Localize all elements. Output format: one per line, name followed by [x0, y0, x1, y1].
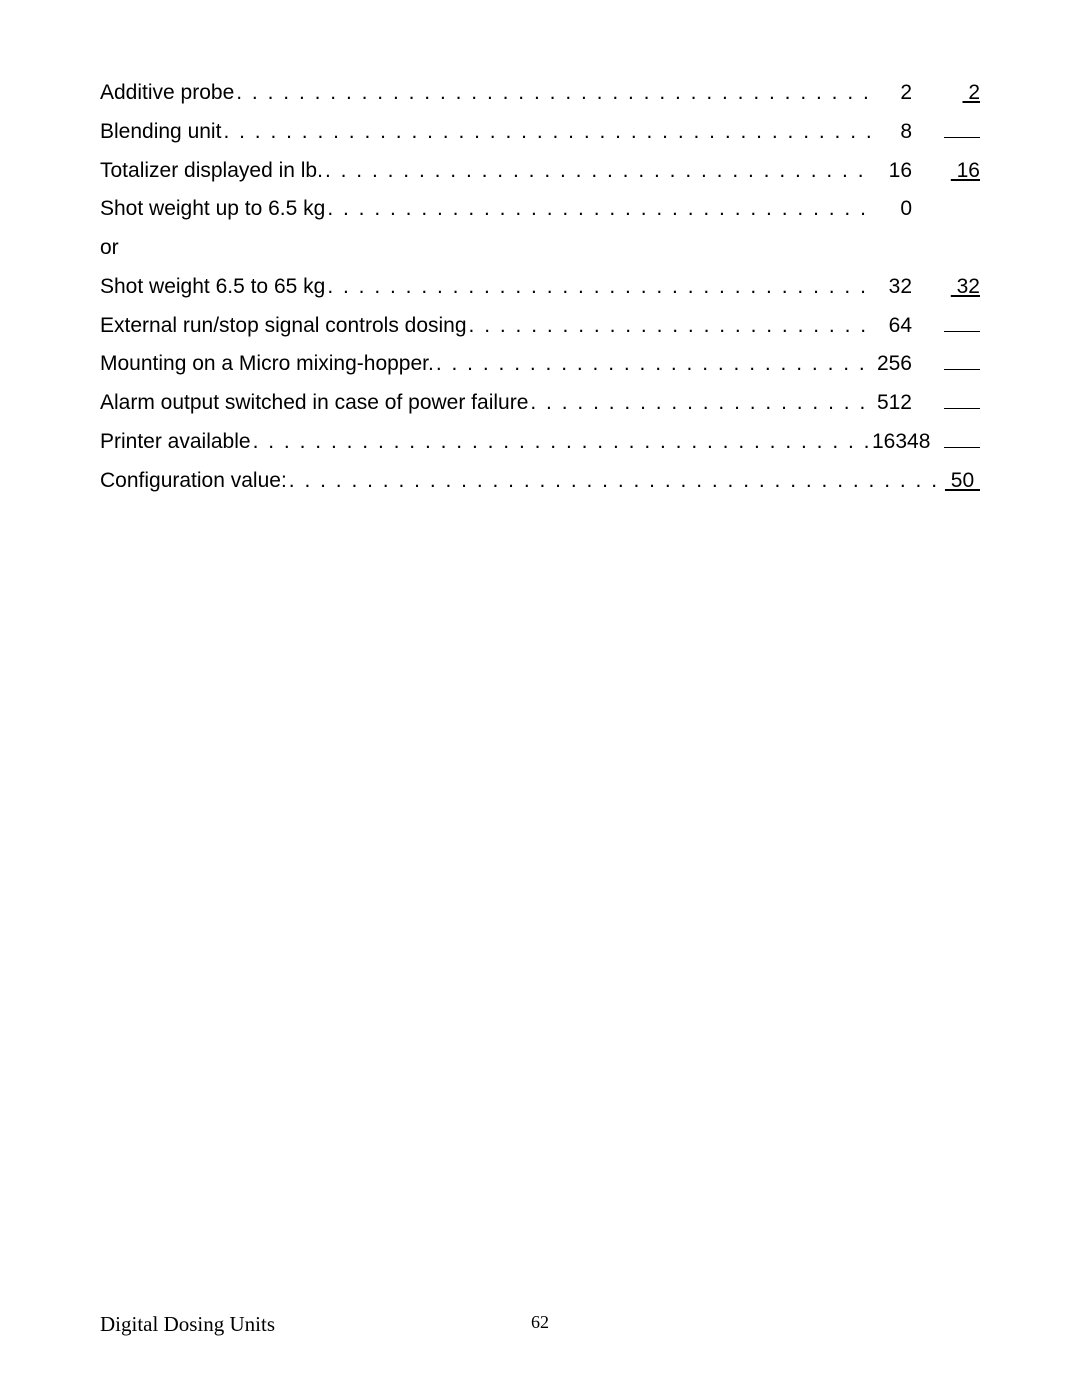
config-row: Alarm output switched in case of power f…	[100, 385, 980, 422]
config-label: Configuration value:	[100, 463, 287, 500]
config-row: Shot weight 6.5 to 65 kg. . . . . . . . …	[100, 269, 980, 306]
config-label: Totalizer displayed in lb.	[100, 153, 323, 190]
config-blank-field	[930, 424, 980, 461]
config-label: Printer available	[100, 424, 251, 461]
config-reference-value: 0	[872, 191, 912, 228]
blank-underline	[944, 348, 980, 370]
leader-dots: . . . . . . . . . . . . . . . . . . . . …	[323, 153, 872, 190]
config-selected-value: 2	[930, 75, 980, 112]
config-label: Blending unit	[100, 114, 221, 151]
config-reference-value: 32	[872, 269, 912, 306]
page-footer: Digital Dosing Units 62	[100, 1312, 980, 1337]
config-table: Additive probe. . . . . . . . . . . . . …	[100, 75, 980, 499]
blank-underline	[944, 387, 980, 409]
leader-dots: . . . . . . . . . . . . . . . . . . . . …	[287, 463, 940, 500]
config-empty	[930, 191, 980, 228]
config-row: Totalizer displayed in lb.. . . . . . . …	[100, 153, 980, 190]
config-row: Mounting on a Micro mixing-hopper.. . . …	[100, 346, 980, 383]
leader-dots: . . . . . . . . . . . . . . . . . . . . …	[234, 75, 872, 112]
config-reference-value: 64	[872, 308, 912, 345]
config-label: Shot weight 6.5 to 65 kg	[100, 269, 325, 306]
config-selected-value: 32	[930, 269, 980, 306]
config-label: External run/stop signal controls dosing	[100, 308, 467, 345]
config-row: Printer available. . . . . . . . . . . .…	[100, 424, 980, 461]
config-label: Additive probe	[100, 75, 234, 112]
config-label: Alarm output switched in case of power f…	[100, 385, 528, 422]
blank-underline	[944, 116, 980, 138]
config-row: Configuration value:. . . . . . . . . . …	[100, 463, 980, 500]
footer-page-number: 62	[531, 1312, 549, 1333]
blank-underline	[944, 310, 980, 332]
config-row: Additive probe. . . . . . . . . . . . . …	[100, 75, 980, 112]
config-row: External run/stop signal controls dosing…	[100, 308, 980, 345]
config-reference-value: 16	[872, 153, 912, 190]
config-reference-value: 2	[872, 75, 912, 112]
config-row: Shot weight up to 6.5 kg. . . . . . . . …	[100, 191, 980, 228]
leader-dots: . . . . . . . . . . . . . . . . . . . . …	[325, 269, 872, 306]
config-blank-field	[930, 385, 980, 422]
config-blank-field	[930, 308, 980, 345]
config-blank-field	[930, 114, 980, 151]
or-separator: or	[100, 230, 980, 267]
config-selected-value: 16	[930, 153, 980, 190]
document-page: Additive probe. . . . . . . . . . . . . …	[0, 0, 1080, 1397]
config-label: Shot weight up to 6.5 kg	[100, 191, 325, 228]
blank-underline	[944, 426, 980, 448]
or-text: or	[100, 230, 119, 267]
config-label: Mounting on a Micro mixing-hopper.	[100, 346, 434, 383]
footer-title: Digital Dosing Units	[100, 1312, 275, 1337]
leader-dots: . . . . . . . . . . . . . . . . . . . . …	[434, 346, 872, 383]
leader-dots: . . . . . . . . . . . . . . . . . . . . …	[221, 114, 872, 151]
config-selected-value: 50	[940, 463, 980, 500]
leader-dots: . . . . . . . . . . . . . . . . . . . . …	[467, 308, 872, 345]
config-reference-value: 512	[872, 385, 912, 422]
config-row: Blending unit. . . . . . . . . . . . . .…	[100, 114, 980, 151]
config-reference-value: 8	[872, 114, 912, 151]
config-blank-field	[930, 346, 980, 383]
config-reference-value: 256	[872, 346, 912, 383]
leader-dots: . . . . . . . . . . . . . . . . . . . . …	[528, 385, 872, 422]
config-reference-value: 16348	[872, 424, 912, 461]
leader-dots: . . . . . . . . . . . . . . . . . . . . …	[325, 191, 872, 228]
leader-dots: . . . . . . . . . . . . . . . . . . . . …	[251, 424, 872, 461]
